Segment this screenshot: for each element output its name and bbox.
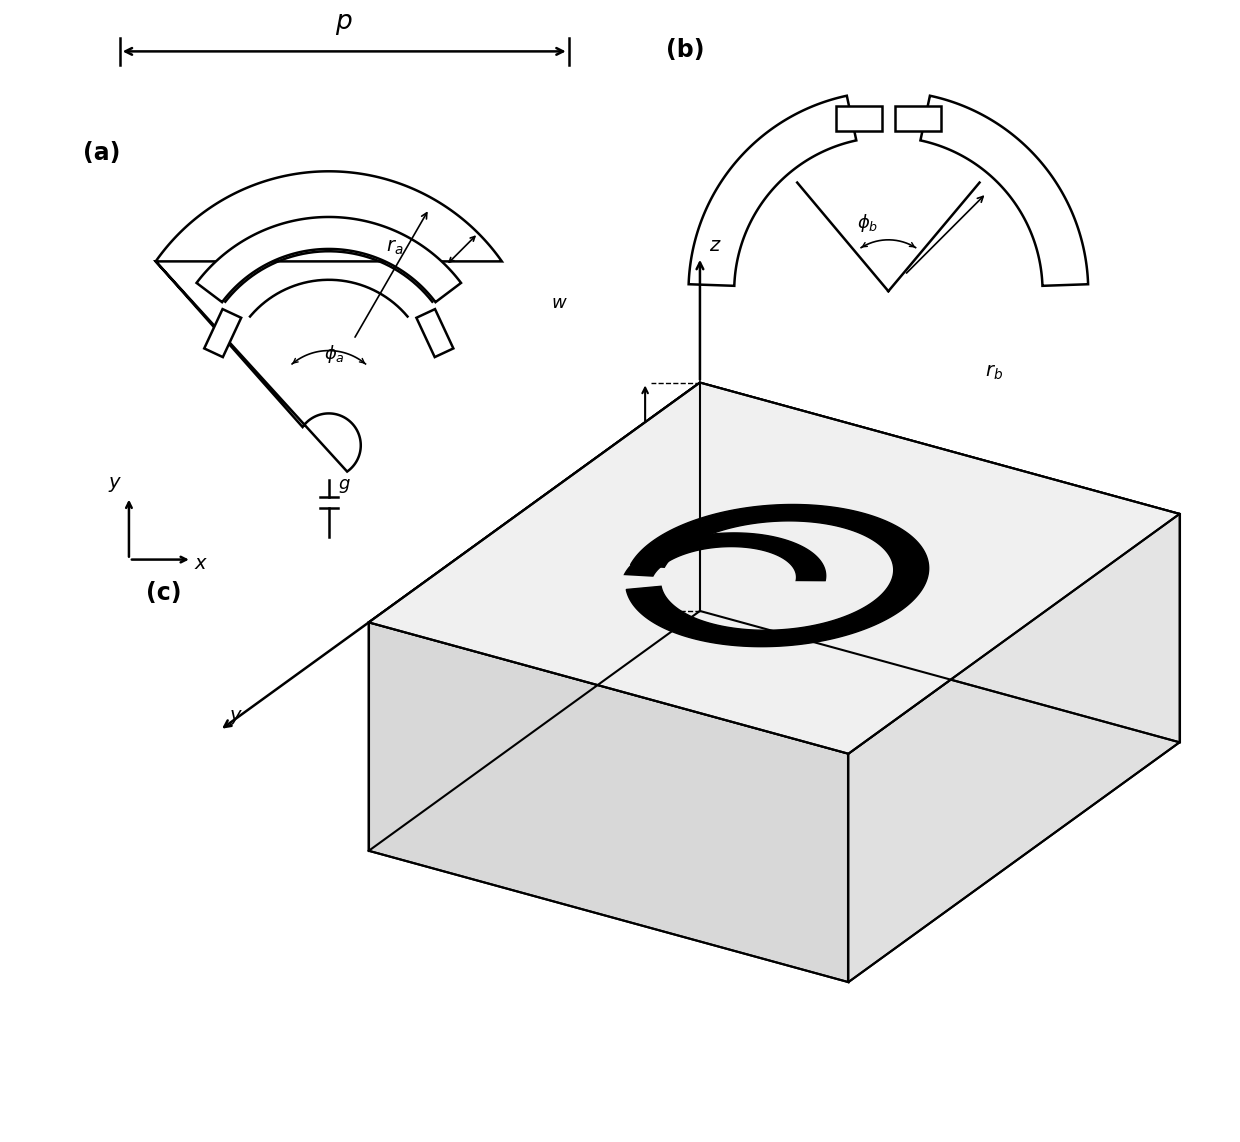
Text: $r_a$: $r_a$ xyxy=(386,238,403,257)
Text: (a): (a) xyxy=(83,140,120,164)
Text: $w$: $w$ xyxy=(552,295,568,313)
Text: $z$: $z$ xyxy=(709,236,722,256)
Polygon shape xyxy=(920,96,1087,286)
Polygon shape xyxy=(624,533,826,584)
Polygon shape xyxy=(205,309,242,357)
Polygon shape xyxy=(368,383,1179,754)
Text: (c): (c) xyxy=(146,580,181,604)
Polygon shape xyxy=(626,505,929,646)
Polygon shape xyxy=(791,581,830,588)
Text: $\phi_b$: $\phi_b$ xyxy=(857,212,878,234)
Polygon shape xyxy=(197,217,461,303)
Text: $\phi_a$: $\phi_a$ xyxy=(324,343,345,364)
Text: $y$: $y$ xyxy=(229,708,243,727)
Polygon shape xyxy=(618,574,656,582)
Text: $y$: $y$ xyxy=(108,475,123,493)
Polygon shape xyxy=(688,96,857,286)
Polygon shape xyxy=(699,383,1179,742)
Bar xyxy=(895,106,941,131)
Bar xyxy=(836,106,882,131)
Polygon shape xyxy=(368,383,699,851)
Text: $r_b$: $r_b$ xyxy=(986,363,1003,383)
Text: $h$: $h$ xyxy=(611,486,625,507)
Text: $p$: $p$ xyxy=(335,10,353,37)
Polygon shape xyxy=(368,622,848,982)
Text: (b): (b) xyxy=(666,38,704,62)
Polygon shape xyxy=(417,309,454,357)
Text: $g$: $g$ xyxy=(339,476,351,494)
Polygon shape xyxy=(156,171,502,472)
Text: $x$: $x$ xyxy=(193,554,208,573)
Polygon shape xyxy=(848,514,1179,982)
